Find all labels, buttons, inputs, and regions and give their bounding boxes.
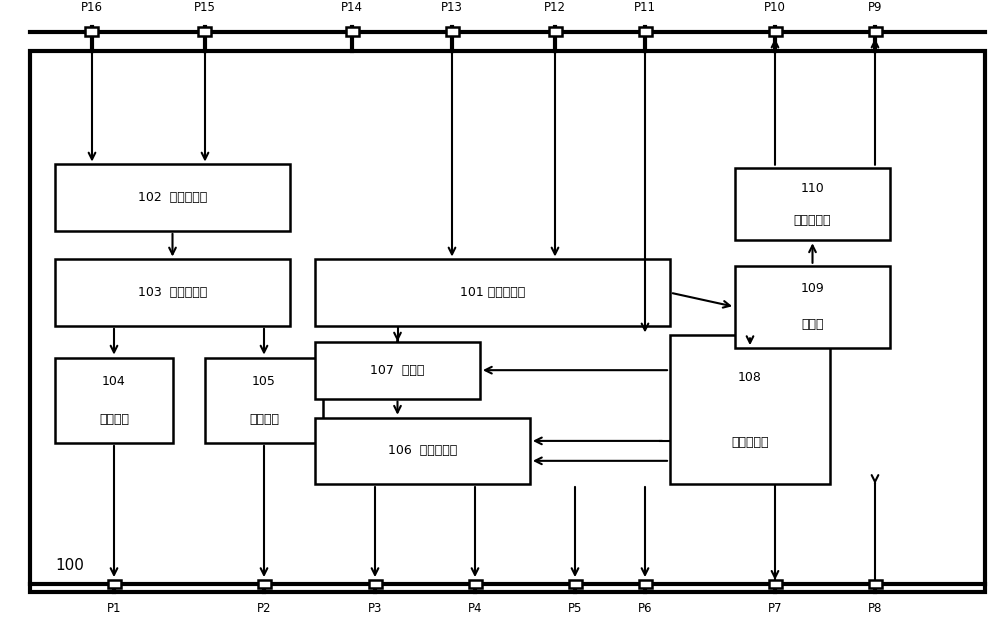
Text: 解码器一: 解码器一 (99, 413, 129, 425)
Text: P11: P11 (634, 1, 656, 14)
Text: P13: P13 (441, 1, 463, 14)
Text: 109: 109 (801, 282, 824, 295)
Bar (55, 357, 173, 443)
Text: 104: 104 (102, 375, 126, 388)
Text: 解码器二: 解码器二 (249, 413, 279, 425)
Bar (868, 580, 882, 588)
Bar (735, 168, 890, 240)
Bar (868, 27, 882, 36)
Text: 102  采样放大器: 102 采样放大器 (138, 191, 207, 204)
Text: P5: P5 (568, 602, 582, 614)
Text: 103  信号滤波器: 103 信号滤波器 (138, 286, 207, 299)
Bar (315, 259, 670, 326)
Text: 107  驱动器: 107 驱动器 (370, 364, 425, 377)
Text: 载波驱动器: 载波驱动器 (794, 214, 831, 226)
Text: P7: P7 (768, 602, 782, 614)
Bar (735, 266, 890, 348)
Text: P6: P6 (638, 602, 652, 614)
Text: P9: P9 (868, 1, 882, 14)
Bar (468, 580, 482, 588)
Bar (315, 418, 530, 484)
Bar (55, 165, 290, 231)
Bar (346, 27, 358, 36)
Bar (85, 27, 98, 36)
Text: 100: 100 (55, 558, 84, 572)
Bar (55, 259, 290, 326)
Text: P15: P15 (194, 1, 216, 14)
Bar (639, 580, 652, 588)
Text: P3: P3 (368, 602, 382, 614)
Bar (315, 342, 480, 399)
Bar (639, 27, 652, 36)
Bar (769, 580, 782, 588)
Bar (446, 27, 458, 36)
Text: 106  电容升压器: 106 电容升压器 (388, 445, 457, 457)
Bar (108, 580, 120, 588)
Bar (205, 357, 323, 443)
Text: 编码器: 编码器 (801, 319, 824, 331)
Bar (30, 50, 985, 591)
Text: P1: P1 (107, 602, 121, 614)
Bar (769, 27, 782, 36)
Bar (368, 580, 382, 588)
Text: 105: 105 (252, 375, 276, 388)
Text: P12: P12 (544, 1, 566, 14)
Bar (549, 27, 562, 36)
Text: P4: P4 (468, 602, 482, 614)
Text: P2: P2 (257, 602, 271, 614)
Bar (568, 580, 582, 588)
Bar (258, 580, 270, 588)
Text: 110: 110 (801, 181, 824, 195)
Bar (198, 27, 211, 36)
Text: 信号调制器: 信号调制器 (731, 436, 769, 449)
Text: P14: P14 (341, 1, 363, 14)
Text: 108: 108 (738, 371, 762, 384)
Bar (670, 335, 830, 484)
Text: P16: P16 (81, 1, 103, 14)
Text: 101 电压管理器: 101 电压管理器 (460, 286, 525, 299)
Text: P10: P10 (764, 1, 786, 14)
Text: P8: P8 (868, 602, 882, 614)
